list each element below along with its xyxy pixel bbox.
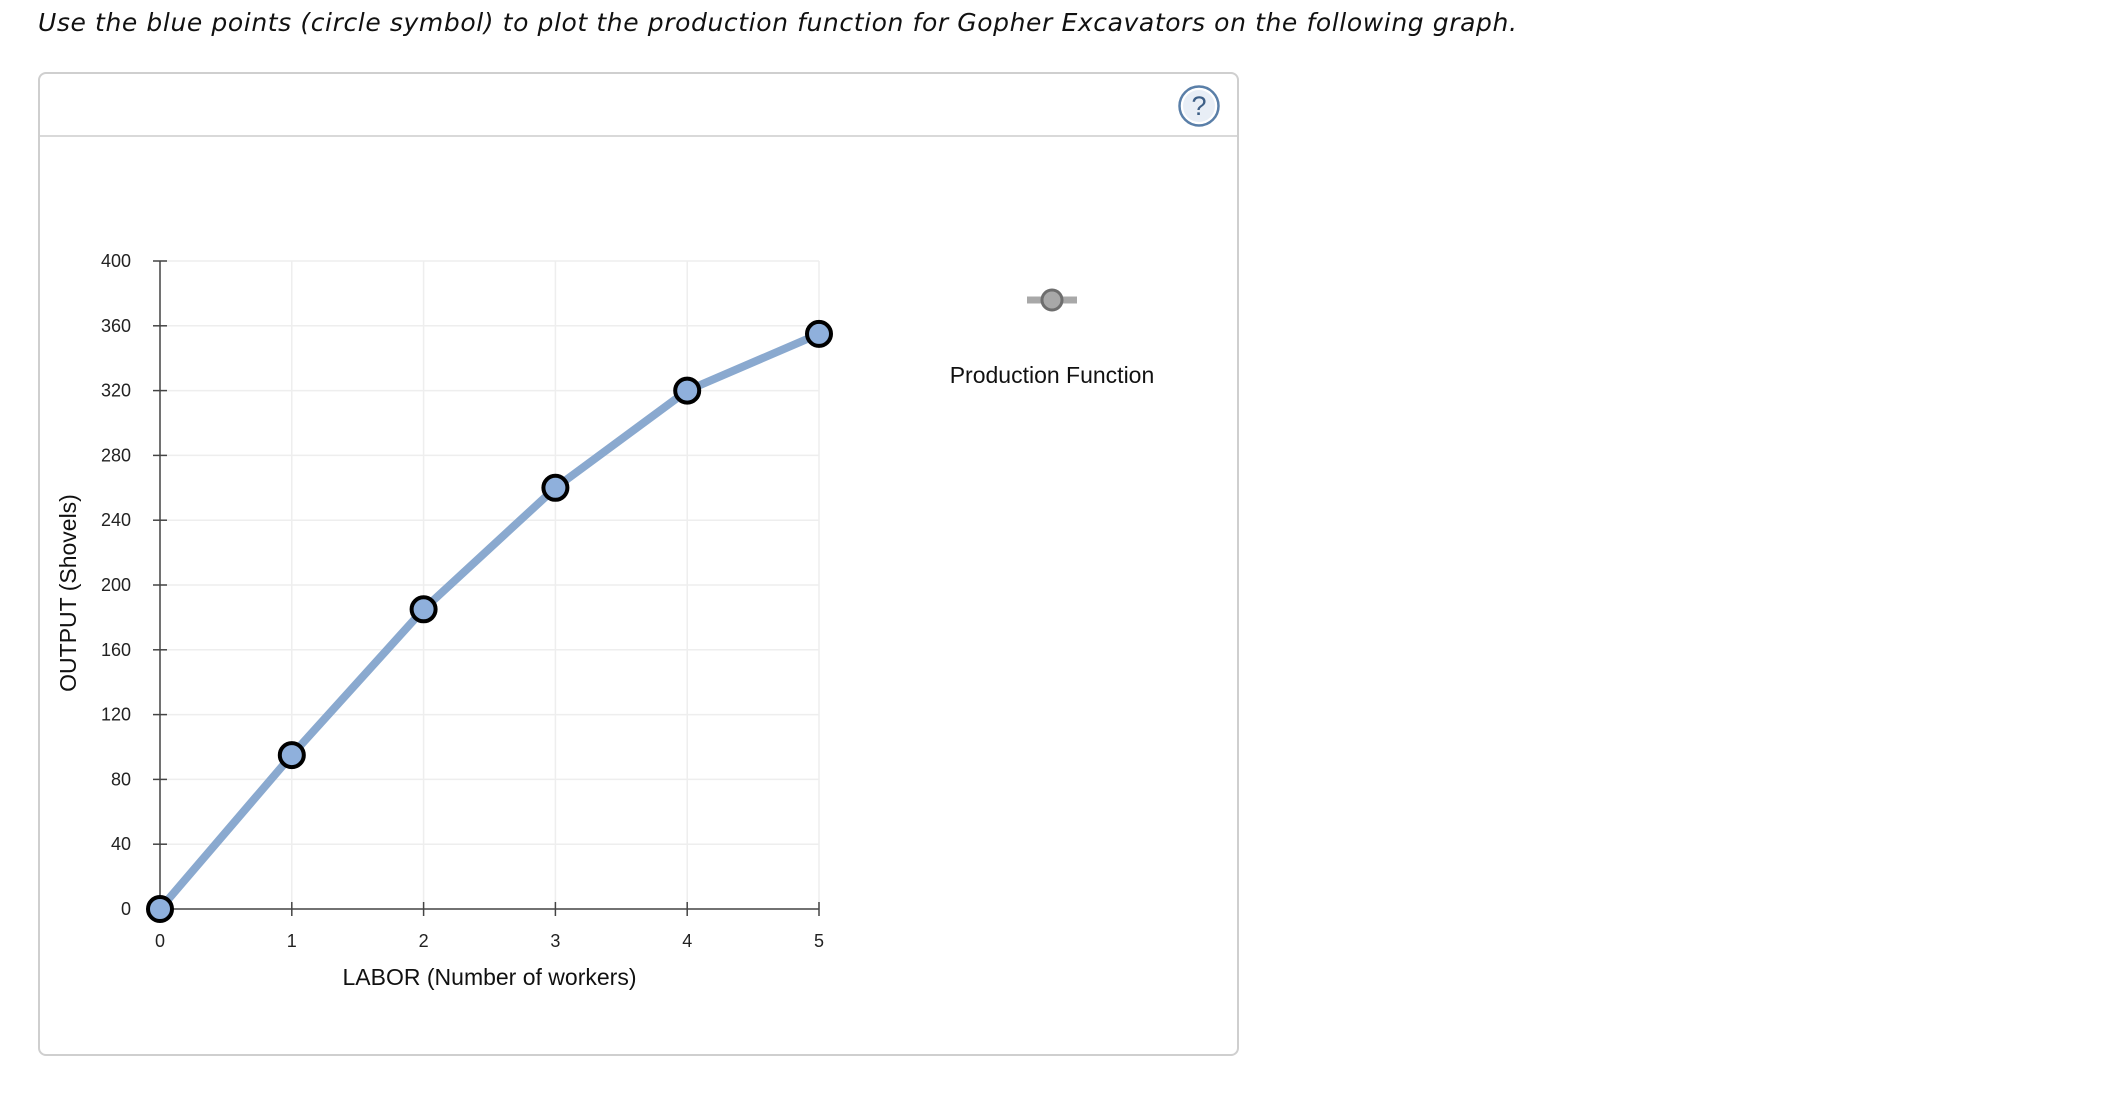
y-tick-label: 120	[101, 705, 131, 725]
data-point[interactable]	[673, 376, 702, 405]
x-axis-title: LABOR (Number of workers)	[343, 964, 637, 990]
x-tick-label: 5	[814, 931, 824, 951]
ticks: 0 40 80 120 160 200 240 280 320 360 400 0 1 2 3 4 5	[101, 251, 824, 951]
x-tick-label: 4	[682, 931, 692, 951]
instruction-text: Use the blue points (circle symbol) to p…	[38, 8, 1518, 37]
y-tick-label: 40	[111, 834, 131, 854]
data-point[interactable]	[409, 595, 438, 624]
svg-text:?: ?	[1191, 91, 1206, 121]
y-tick-label: 0	[121, 899, 131, 919]
y-tick-label: 160	[101, 640, 131, 660]
panel-header: ?	[40, 74, 1237, 137]
x-tick-label: 2	[419, 931, 429, 951]
series-layer	[146, 319, 833, 923]
data-point[interactable]	[277, 741, 306, 770]
data-point[interactable]	[805, 319, 833, 348]
data-point[interactable]	[541, 473, 570, 502]
legend-circle-icon[interactable]	[1040, 288, 1064, 312]
legend-label: Production Function	[950, 362, 1155, 388]
y-tick-label: 240	[101, 510, 131, 530]
x-tick-label: 0	[155, 931, 165, 951]
y-tick-label: 400	[101, 251, 131, 271]
data-point[interactable]	[146, 895, 174, 923]
y-tick-label: 320	[101, 381, 131, 401]
series-line	[156, 329, 823, 913]
grid	[160, 260, 820, 909]
x-tick-label: 1	[287, 931, 297, 951]
y-axis-title: OUTPUT (Shovels)	[55, 494, 81, 692]
graph-panel: ?	[38, 72, 1239, 1056]
question-mark-icon[interactable]: ?	[1177, 84, 1221, 128]
x-tick-label: 3	[550, 931, 560, 951]
y-tick-label: 200	[101, 575, 131, 595]
y-tick-label: 360	[101, 316, 131, 336]
y-tick-label: 280	[101, 445, 131, 465]
y-tick-label: 80	[111, 769, 131, 789]
legend[interactable]: Production Function	[950, 288, 1155, 388]
